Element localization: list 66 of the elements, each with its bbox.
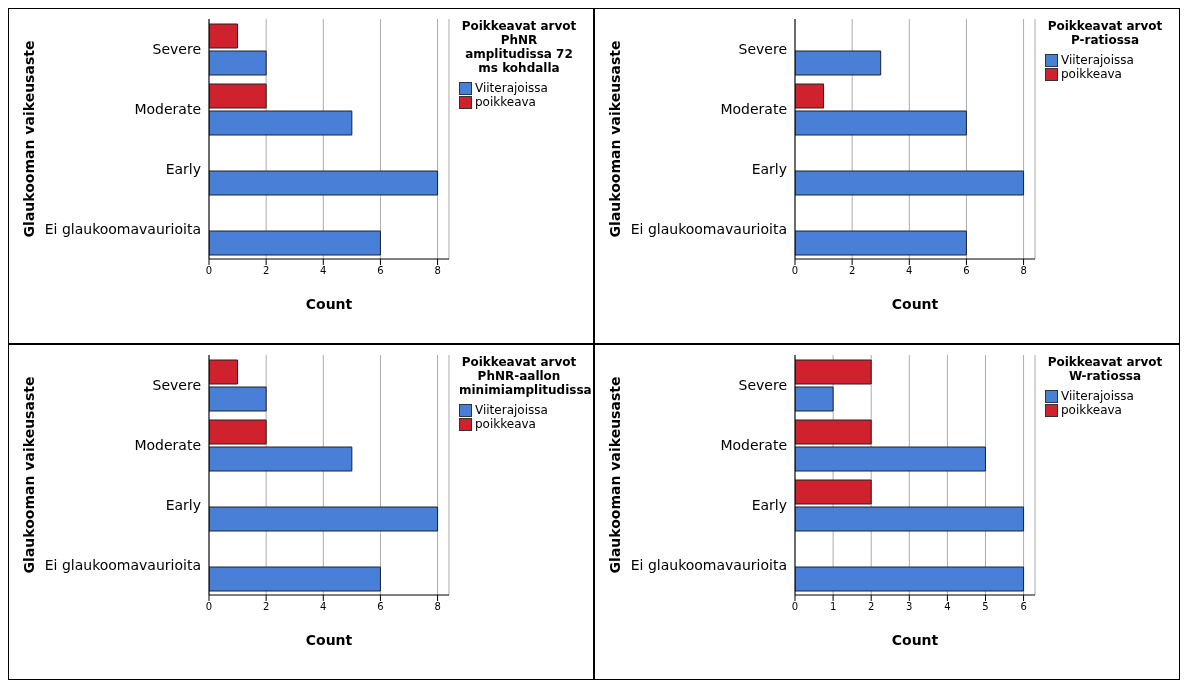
bar	[209, 566, 381, 592]
x-tick-label: 6	[377, 601, 384, 613]
bar	[209, 170, 439, 196]
x-tick-label: 5	[982, 601, 989, 613]
y-tick-label: Severe	[152, 376, 201, 393]
bar	[795, 230, 967, 256]
y-tick-label: Moderate	[134, 100, 201, 117]
x-tick-label: 0	[791, 265, 799, 277]
legend-label: poikkeava	[1061, 67, 1122, 81]
x-tick-label: 2	[262, 601, 270, 613]
legend-label: Viiterajoissa	[475, 403, 548, 417]
legend-label: Viiterajoissa	[1061, 389, 1134, 403]
x-tick-label: 8	[434, 601, 441, 613]
y-axis-title: Glaukooman vaikeusaste	[20, 40, 37, 238]
x-tick-label: 0	[205, 601, 213, 613]
x-tick-label: 0	[205, 265, 213, 277]
legend-label: poikkeava	[1061, 403, 1122, 417]
x-axis-title: Count	[891, 632, 939, 648]
y-tick-label: Moderate	[134, 436, 201, 453]
y-tick-label: Severe	[738, 376, 787, 393]
x-tick-label: 0	[791, 601, 799, 613]
x-axis-title: Count	[305, 296, 353, 312]
x-tick-label: 2	[848, 265, 856, 277]
y-axis-title: Glaukooman vaikeusaste	[20, 376, 37, 574]
y-tick-label: Ei glaukoomavaurioita	[44, 556, 201, 573]
y-tick-label: Early	[751, 160, 787, 177]
x-tick-label: 2	[262, 265, 270, 277]
x-tick-label: 6	[963, 265, 970, 277]
legend-title: Poikkeavat arvot PhNR-aallon minimiamplitudissa	[459, 355, 592, 397]
bar	[795, 50, 882, 76]
x-tick-label: 2	[868, 601, 875, 613]
x-tick-label: 6	[377, 265, 384, 277]
x-tick-label: 6	[1020, 601, 1027, 613]
x-tick-label: 4	[906, 265, 913, 277]
x-tick-label: 8	[434, 265, 441, 277]
y-tick-label: Early	[751, 496, 787, 513]
bar	[209, 230, 381, 256]
y-tick-label: Severe	[152, 40, 201, 57]
y-axis-title: Glaukooman vaikeusaste	[606, 40, 623, 238]
legend-label: poikkeava	[475, 95, 536, 109]
legend-title: Poikkeavat arvot P-ratiossa	[1046, 19, 1164, 47]
legend-label: Viiterajoissa	[1061, 53, 1134, 67]
x-tick-label: 4	[320, 265, 327, 277]
x-tick-label: 4	[320, 601, 327, 613]
legend-label: poikkeava	[475, 417, 536, 431]
x-tick-label: 3	[906, 601, 913, 613]
y-axis-title: Glaukooman vaikeusaste	[606, 376, 623, 574]
y-tick-label: Severe	[738, 40, 787, 57]
y-tick-label: Ei glaukoomavaurioita	[630, 556, 787, 573]
bar	[209, 506, 439, 532]
x-tick-label: 1	[829, 601, 837, 613]
legend-title: Poikkeavat arvot PhNR amplitudissa 72 ms kohdalla	[460, 19, 578, 75]
y-tick-label: Moderate	[720, 436, 787, 453]
x-tick-label: 8	[1020, 265, 1027, 277]
x-tick-label: 4	[944, 601, 951, 613]
legend-label: Viiterajoissa	[475, 81, 548, 95]
y-tick-label: Early	[165, 496, 201, 513]
legend-title: Poikkeavat arvot W-ratiossa	[1046, 355, 1164, 383]
y-tick-label: Early	[165, 160, 201, 177]
x-axis-title: Count	[891, 296, 939, 312]
y-tick-label: Moderate	[720, 100, 787, 117]
y-tick-label: Ei glaukoomavaurioita	[630, 220, 787, 237]
bar	[795, 170, 1025, 196]
y-tick-label: Ei glaukoomavaurioita	[44, 220, 201, 237]
x-axis-title: Count	[305, 632, 353, 648]
bar	[795, 566, 1025, 592]
